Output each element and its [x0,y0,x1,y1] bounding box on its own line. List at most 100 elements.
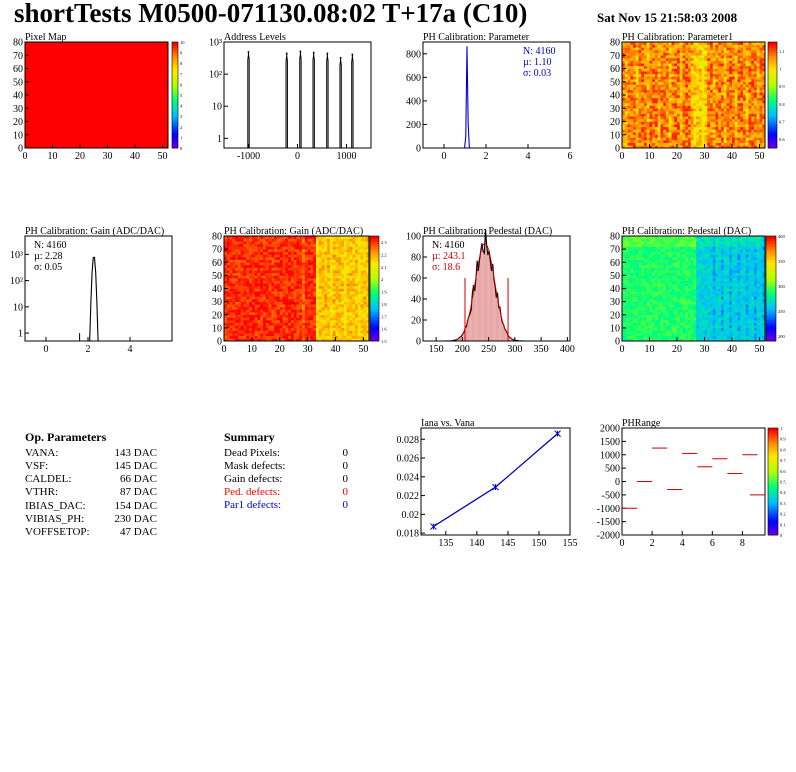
heatmap-cell [343,259,347,263]
heatmap-cell [290,278,295,281]
heatmap-cell [279,285,283,289]
heatmap-cell [633,145,637,149]
stat-sigma: σ: 0.03 [523,68,551,79]
heatmap-cell [279,246,283,250]
heatmap-cell [366,236,370,239]
heatmap-cell [635,254,639,258]
heatmap-cell [224,246,228,250]
heatmap-cell [729,121,733,125]
heatmap-cell [751,73,755,77]
colorbar-segment [370,254,379,258]
heatmap-cell [737,108,741,112]
heatmap-cell [627,44,631,48]
heatmap-cell [276,280,281,284]
heatmap-cell [366,327,370,331]
heatmap-cell [363,301,367,305]
heatmap-cell [243,293,247,297]
heatmap-cell [243,285,247,289]
x-tick-label: 150 [429,344,444,355]
heatmap-cell [732,92,736,96]
heatmap-cell [646,55,650,59]
heatmap-cell [646,270,650,274]
heatmap-cell [668,60,672,64]
heatmap-cell [290,322,295,326]
heatmap-cell [649,296,653,300]
heatmap-cell [329,306,334,310]
heatmap-cell [363,320,367,323]
heatmap-cell [721,121,725,125]
heatmap-cell [352,312,356,316]
heatmap-cell [254,236,258,239]
heatmap-cell [701,95,705,98]
colorbar-segment [370,270,379,274]
heatmap-cell [226,335,230,339]
heatmap-cell [316,254,320,258]
heatmap-cell [666,73,670,77]
y-tick-label: 10³ [209,38,222,49]
heatmap-cell [633,121,637,125]
heatmap-cell [349,236,353,239]
heatmap-cell [268,283,272,287]
heatmap-cell [693,100,697,104]
heatmap-cell [756,79,760,83]
heatmap-cell [646,301,650,305]
heatmap-cell [655,108,659,112]
heatmap-cell [243,335,247,339]
colorbar-segment [370,278,379,282]
heatmap-cell [745,81,749,85]
heatmap-cell [630,118,634,122]
heatmap-cell [321,312,325,316]
heatmap-cell [302,283,306,287]
heatmap-cell [313,259,317,263]
heatmap-cell [624,317,628,321]
heatmap-cell [304,243,308,247]
heatmap-cell [310,333,314,337]
heatmap-cell [282,243,286,247]
heatmap-cell [748,132,752,136]
heatmap-cell [679,55,683,59]
heatmap-cell [288,275,292,279]
colorbar-segment [768,71,777,75]
heatmap-cell [366,272,370,276]
heatmap-cell [622,132,626,136]
heatmap-cell [630,108,634,112]
heatmap-cell [754,126,758,130]
heatmap-cell [257,335,261,339]
heatmap-cell [641,118,645,122]
heatmap-cell [699,44,703,48]
heatmap-cell [307,241,311,245]
heatmap-cell [335,306,339,310]
heatmap-cell [246,272,250,276]
heatmap-cell [712,95,716,98]
heatmap-cell [641,60,645,64]
heatmap-cell [679,137,683,141]
heatmap-cell [652,134,656,138]
heatmap-cell [688,108,692,112]
heatmap-cell [635,108,639,112]
heatmap-cell [740,55,744,59]
heatmap-cell [646,102,650,106]
heatmap-cell [335,270,339,274]
colorbar-segment [172,116,178,120]
heatmap-cell [715,132,719,136]
heatmap-cell [682,87,686,90]
x-tick-label: 10 [645,151,655,162]
heatmap-cell [638,280,642,284]
heatmap-cell [268,275,272,279]
heatmap-cell [740,57,744,61]
heatmap-cell [296,236,300,239]
heatmap-cell [282,306,286,310]
heatmap-cell [313,288,317,292]
colorbar-segment [172,126,178,130]
heatmap-cell [740,134,744,138]
heatmap-cell [338,280,342,284]
heatmap-cell [363,330,367,334]
heatmap-cell [343,254,347,258]
heatmap-cell [360,254,364,258]
heatmap-cell [260,306,264,310]
heatmap-cell [646,320,650,323]
heatmap-cell [318,312,322,316]
heatmap-cell [299,312,303,316]
heatmap-cell [343,296,347,300]
heatmap-cell [352,317,356,321]
